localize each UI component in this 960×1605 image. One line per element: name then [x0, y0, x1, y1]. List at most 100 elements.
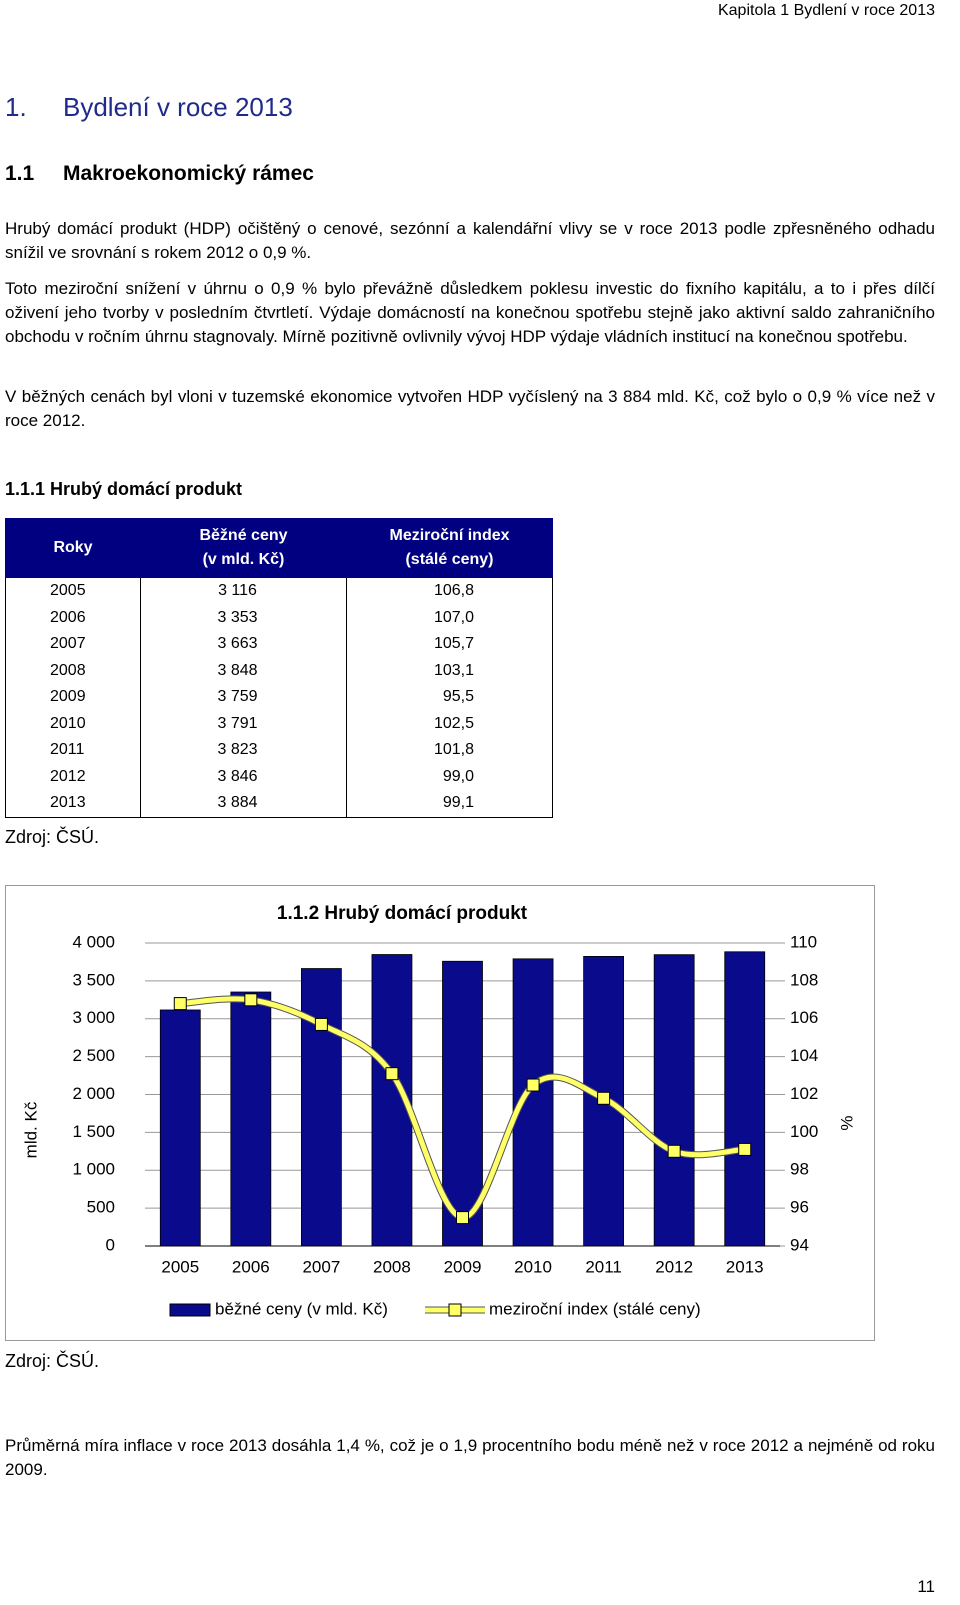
y-tick-label: 500	[87, 1198, 115, 1217]
x-tick-label: 2009	[444, 1257, 482, 1276]
table-cell: 2013	[5, 790, 141, 818]
column-header: Meziroční index (stálé ceny)	[346, 518, 553, 578]
chart-title: 1.1.2 Hrubý domácí produkt	[277, 903, 528, 924]
table-cell: 3 663	[140, 631, 347, 658]
table-cell: 103,1	[346, 657, 553, 684]
y2-axis-label: %	[837, 1115, 856, 1130]
table-cell: 3 823	[140, 737, 347, 764]
data-table: Roky Běžné ceny (v mld. Kč) Meziroční index…	[5, 518, 553, 818]
header-line: (stálé ceny)	[405, 551, 494, 568]
table-cell: 105,7	[346, 631, 553, 658]
table-cell: 106,8	[346, 577, 553, 605]
table-cell: 2008	[5, 657, 141, 684]
y-tick-label: 0	[106, 1235, 115, 1254]
heading-1: 1. Bydlení v roce 2013	[5, 92, 293, 123]
bar	[159, 1009, 201, 1247]
table-cell: 2012	[5, 763, 141, 790]
bar	[724, 951, 766, 1247]
table-cell: 107,0	[346, 604, 553, 631]
x-tick-label: 2006	[232, 1257, 270, 1276]
line-marker	[314, 1017, 328, 1031]
legend-label: běžné ceny (v mld. Kč)	[215, 1299, 388, 1318]
y2-tick-label: 108	[790, 970, 818, 989]
table-cell: 3 759	[140, 684, 347, 711]
bar	[653, 954, 695, 1247]
table-cell: 3 846	[140, 763, 347, 790]
y2-tick-label: 104	[790, 1046, 818, 1065]
bar	[230, 991, 272, 1247]
table-cell: 2010	[5, 710, 141, 737]
y2-tick-label: 96	[790, 1198, 809, 1217]
table-row: 2010 3 791 102,5	[5, 710, 553, 737]
header-line: (v mld. Kč)	[202, 551, 285, 568]
table-cell: 99,1	[346, 790, 553, 818]
table-source: Zdroj: ČSÚ.	[5, 827, 100, 847]
table-row: 2009 3 759 95,5	[5, 684, 553, 711]
line-marker	[526, 1078, 540, 1092]
heading-number: 1.	[5, 92, 27, 122]
table-cell: 3 791	[140, 710, 347, 737]
legend-marker	[448, 1303, 462, 1317]
bar	[442, 960, 483, 1247]
column-header: Roky	[5, 518, 141, 578]
y-tick-label: 1 000	[72, 1160, 115, 1179]
line-marker	[173, 997, 187, 1011]
legend-label: meziroční index (stálé ceny)	[489, 1299, 701, 1318]
y2-tick-label: 110	[790, 932, 817, 951]
page-number: 11	[917, 1577, 935, 1596]
table-cell: 2009	[5, 684, 141, 711]
y-tick-label: 2 500	[72, 1046, 115, 1065]
y-tick-label: 4 000	[72, 932, 115, 951]
table-cell: 3 353	[140, 604, 347, 631]
x-tick-label: 2008	[373, 1257, 411, 1276]
line-marker	[738, 1142, 752, 1156]
chart-source: Zdroj: ČSÚ.	[5, 1351, 100, 1371]
table-title: 1.1.1 Hrubý domácí produkt	[5, 479, 243, 499]
table-cell: 3 116	[140, 577, 347, 605]
x-tick-label: 2012	[655, 1257, 693, 1276]
table-row: 2008 3 848 103,1	[5, 657, 553, 684]
bar	[300, 968, 342, 1247]
table-cell: 99,0	[346, 763, 553, 790]
y2-tick-label: 102	[790, 1084, 818, 1103]
line-marker	[385, 1067, 399, 1081]
table-row: 2012 3 846 99,0	[5, 763, 553, 790]
x-tick-label: 2011	[585, 1257, 622, 1276]
table-cell: 95,5	[346, 684, 553, 711]
x-tick-label: 2005	[161, 1257, 199, 1276]
y2-tick-label: 100	[790, 1122, 818, 1141]
heading-number: 1.1	[5, 162, 35, 185]
table-row: 2011 3 823 101,8	[5, 737, 553, 764]
y2-tick-label: 106	[790, 1008, 818, 1027]
table-row: 2006 3 353 107,0	[5, 604, 553, 631]
table-row: 2013 3 884 99,1	[5, 790, 553, 818]
y-tick-label: 1 500	[72, 1122, 115, 1141]
header-line: Roky	[53, 539, 93, 556]
line-marker	[667, 1144, 681, 1158]
line-marker	[597, 1091, 611, 1105]
chart: 1.1.2 Hrubý domácí produkt mld. Kč % 0 50…	[5, 885, 875, 1341]
y-axis-label: mld. Kč	[21, 1101, 40, 1158]
table-row: 2007 3 663 105,7	[5, 631, 553, 658]
line-marker	[456, 1211, 469, 1225]
table-cell: 102,5	[346, 710, 553, 737]
y2-tick-label: 94	[790, 1235, 809, 1254]
paragraph: Hrubý domácí produkt (HDP) očištěný o ce…	[5, 219, 935, 262]
table-cell: 3 884	[140, 790, 347, 818]
paragraph: Toto meziroční snížení v úhrnu o 0,9 % b…	[5, 279, 935, 346]
running-header: Kapitola 1 Bydlení v roce 2013	[717, 2, 935, 19]
table-cell: 2006	[5, 604, 141, 631]
table-cell: 2011	[5, 737, 141, 764]
table-cell: 2007	[5, 631, 141, 658]
column-header: Běžné ceny (v mld. Kč)	[140, 518, 347, 578]
heading-title: Makroekonomický rámec	[63, 162, 314, 185]
table-row: 2005 3 116 106,8	[5, 577, 553, 605]
legend-swatch	[169, 1303, 211, 1317]
table-cell: 101,8	[346, 737, 553, 764]
y-tick-label: 3 000	[72, 1008, 115, 1027]
paragraph: V běžných cenách byl vloni v tuzemské ek…	[5, 387, 935, 430]
table-cell: 2005	[5, 577, 141, 605]
heading-title: Bydlení v roce 2013	[63, 92, 293, 122]
heading-2: 1.1 Makroekonomický rámec	[5, 162, 314, 186]
